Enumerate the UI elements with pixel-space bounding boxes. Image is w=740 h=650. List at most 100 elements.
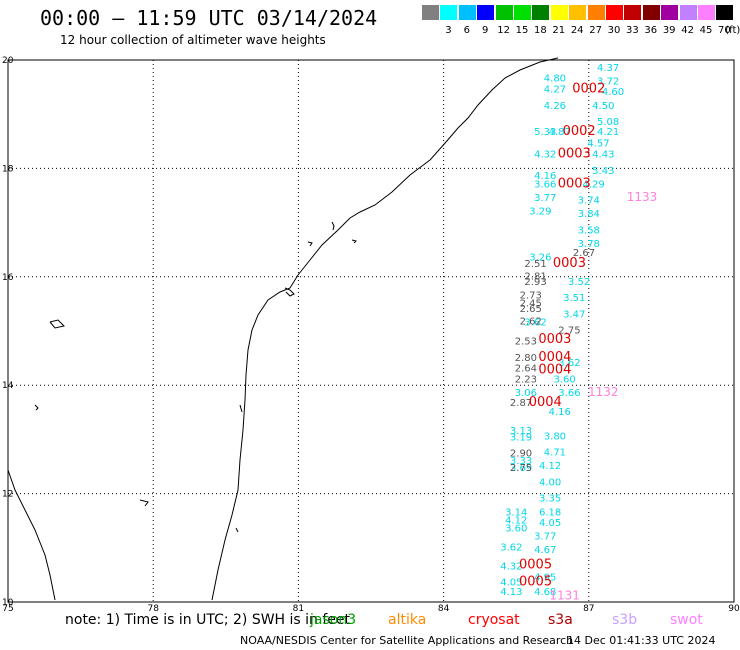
wave-height-label: 4.87 xyxy=(549,127,571,138)
wave-height-label: 3.74 xyxy=(578,196,600,207)
wave-readings: 4.37 4.80 3.72 4.27 4.60 4.26 4.50 5.08 5.334.87… xyxy=(500,63,657,602)
wave-height-label: 4.50 xyxy=(592,101,614,112)
wave-height-label: 4.00 xyxy=(539,477,561,488)
scale-label: 12 xyxy=(497,25,510,36)
wave-height-label: 4.43 xyxy=(592,150,614,161)
wave-height-label: 3.47 xyxy=(563,309,585,320)
lon-tick-label: 84 xyxy=(438,604,450,612)
wave-height-label: 3.52 xyxy=(568,277,590,288)
wave-height-label: 4.12 xyxy=(505,515,527,526)
footer-timestamp: 14 Dec 01:41:33 UTC 2024 xyxy=(567,634,716,647)
scale-swatch xyxy=(679,5,697,20)
wave-height-label: 3.19 xyxy=(510,432,532,443)
wave-height-label: 3.60 xyxy=(553,374,575,385)
scale-swatch xyxy=(550,5,568,20)
wave-height-label-gray: 2.23 xyxy=(515,374,537,385)
scale-unit: (ft) xyxy=(725,25,740,36)
wave-height-label-gray: 2.75 xyxy=(510,463,532,474)
wave-height-label: 3.35 xyxy=(539,494,561,505)
scale-swatch xyxy=(661,5,679,20)
mission-label-s3a: s3a xyxy=(548,612,573,628)
wave-height-label: 4.16 xyxy=(549,407,571,418)
lat-tick-label: 10 xyxy=(2,598,14,608)
wave-height-label: 4.27 xyxy=(544,85,566,96)
lat-tick-label: 18 xyxy=(2,164,14,174)
grid-lines xyxy=(8,60,734,602)
island-c xyxy=(351,239,357,244)
island-a xyxy=(331,221,335,231)
mission-label-s3b: s3b xyxy=(612,612,638,628)
lat-tick-label: 20 xyxy=(2,56,14,66)
lon-tick-label: 90 xyxy=(728,604,740,612)
scale-swatch xyxy=(698,5,715,20)
pass-time-label: 0002 xyxy=(572,82,605,97)
wave-height-label: 3.33 xyxy=(510,456,532,467)
pass-time-label: 0003 xyxy=(558,176,591,191)
wave-height-label: 6.18 xyxy=(539,507,561,518)
pass-time-label: 0005 xyxy=(519,575,552,590)
scale-swatch xyxy=(532,5,550,20)
coast-islet-3 xyxy=(235,527,239,533)
scale-label: 18 xyxy=(534,25,547,36)
wave-height-label: 3.14 xyxy=(505,507,527,518)
wave-height-label: 4.60 xyxy=(602,87,624,98)
wave-height-label-gray: 2.67 xyxy=(573,248,595,259)
scale-label: 42 xyxy=(681,25,694,36)
pass-time-label: 0002 xyxy=(563,124,596,139)
lon-tick-label: 78 xyxy=(147,604,159,612)
map-subtitle: 12 hour collection of altimeter wave hei… xyxy=(60,33,326,47)
pass-time-label: 0003 xyxy=(558,147,591,162)
pass-time-label: 0005 xyxy=(519,557,552,572)
wave-height-label: 4.21 xyxy=(597,127,619,138)
wave-height-label: 4.37 xyxy=(597,63,619,74)
scale-swatch xyxy=(440,5,458,20)
wave-height-label: 4.13 xyxy=(500,587,522,598)
scale-label: 39 xyxy=(662,25,676,36)
wave-height-label: 4.95 xyxy=(534,572,556,583)
wave-height-label: 4.05 xyxy=(539,518,561,529)
mission-label-swot: swot xyxy=(670,612,703,628)
mission-label-cryosat: cryosat xyxy=(468,612,520,628)
wave-height-label: 3.66 xyxy=(534,179,556,190)
wave-height-label: 4.26 xyxy=(544,101,566,112)
scale-swatch xyxy=(569,5,587,20)
wave-height-label: 4.12 xyxy=(539,461,561,472)
scale-label: 24 xyxy=(570,25,584,36)
wave-height-label: 4.80 xyxy=(544,74,566,85)
wave-height-label: 3.13 xyxy=(510,426,532,437)
lakshadweep xyxy=(49,319,65,329)
wave-height-label: 3.77 xyxy=(534,532,556,543)
wave-height-label: 3.29 xyxy=(529,206,551,217)
scale-swatch xyxy=(458,5,476,20)
wave-height-label-gray: 2.51 xyxy=(524,259,546,270)
swot-time-label: 1132 xyxy=(588,385,619,399)
wave-height-label: 5.08 xyxy=(597,117,619,128)
wave-height-label: 4.05 xyxy=(500,578,522,589)
india-east-coast xyxy=(211,57,559,601)
scale-label: 36 xyxy=(644,25,658,36)
wave-height-label: 3.69 xyxy=(510,463,532,474)
wave-height-label: 3.77 xyxy=(534,193,556,204)
wave-height-label: 4.32 xyxy=(534,150,556,161)
wave-height-label-gray: 2.93 xyxy=(524,277,546,288)
wave-height-label-gray: 2.90 xyxy=(510,449,532,460)
wave-height-label-gray: 2.81 xyxy=(524,272,546,283)
scale-label: 27 xyxy=(589,25,602,36)
scale-label: 3 xyxy=(445,25,452,36)
scale-swatch xyxy=(422,5,439,20)
lon-tick-label: 75 xyxy=(2,604,13,612)
wave-height-label: 3.62 xyxy=(558,358,580,369)
wave-height-label: 4.57 xyxy=(587,139,609,150)
scale-swatch xyxy=(587,5,605,20)
wave-height-label: 3.60 xyxy=(505,524,527,535)
wave-height-label: 3.80 xyxy=(544,431,566,442)
swot-time-label: 1131 xyxy=(549,588,580,602)
wave-height-label: 3.58 xyxy=(578,225,600,236)
wave-height-label: 5.33 xyxy=(534,127,556,138)
coast-islet-1 xyxy=(34,404,39,411)
scale-label: 21 xyxy=(552,25,566,36)
wave-height-label: 3.78 xyxy=(578,239,600,250)
wave-height-label-gray: 2.62 xyxy=(520,316,542,327)
wave-height-label: 3.06 xyxy=(515,388,537,399)
wave-height-label: 3.72 xyxy=(597,76,619,87)
